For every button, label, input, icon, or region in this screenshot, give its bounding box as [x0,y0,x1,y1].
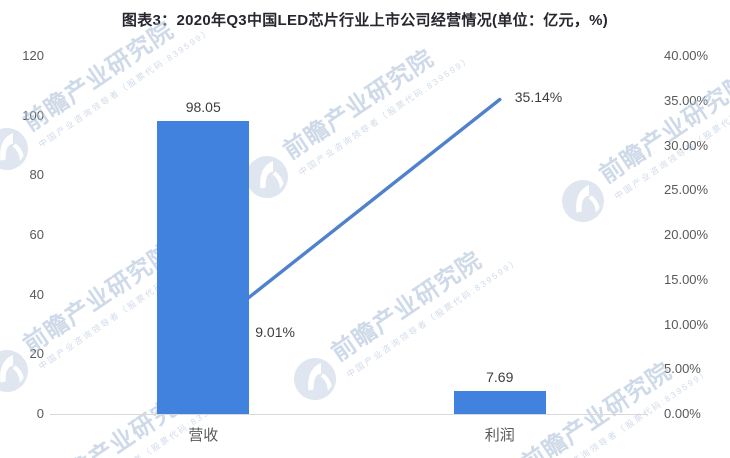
left-axis-tick: 40 [29,286,44,302]
right-axis-tick: 10.00% [664,316,709,332]
right-axis-tick: 30.00% [664,137,709,153]
bar-value-label: 98.05 [185,99,221,116]
bar-营收 [157,121,250,414]
right-axis-tick: 15.00% [664,271,709,287]
left-axis-tick: 60 [29,227,44,242]
right-axis-tick: 35.00% [664,92,709,108]
bar-value-label: 7.69 [486,369,514,386]
left-axis-tick: 120 [22,48,44,63]
line-point-label: 35.14% [514,89,563,106]
bar-利润 [453,391,546,414]
chart-title: 图表3：2020年Q3中国LED芯片行业上市公司经营情况(单位：亿元，%) [121,12,609,29]
right-axis-tick: 40.00% [664,48,709,63]
right-axis-tick: 0.00% [664,406,701,421]
right-axis-tick: 25.00% [664,182,709,198]
category-label-营收: 营收 [188,427,219,444]
x-axis-line [50,414,648,415]
left-axis-tick: 80 [29,167,44,183]
left-axis-tick: 20 [29,346,44,362]
left-axis-tick: 100 [22,107,44,123]
line-point-label: 9.01% [255,324,295,341]
category-label-利润: 利润 [484,427,515,444]
right-axis-tick: 20.00% [664,227,709,242]
growth-line [201,97,502,336]
left-axis-tick: 0 [36,406,44,421]
right-axis-tick: 5.00% [664,361,701,377]
